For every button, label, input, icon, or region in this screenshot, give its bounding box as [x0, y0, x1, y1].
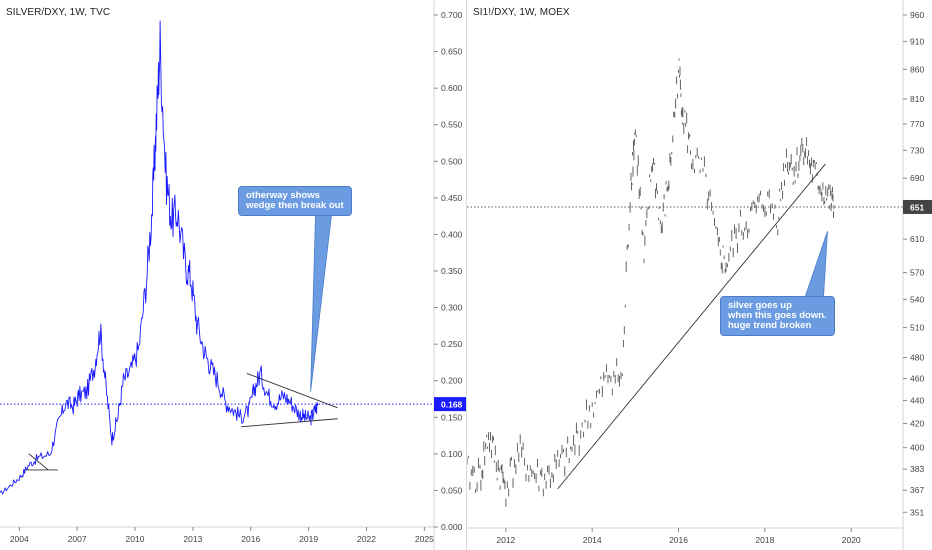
annotation-line: huge trend broken: [728, 320, 812, 331]
y-tick-label: 570: [910, 268, 924, 278]
right-chart-title: SI1!/DXY, 1W, MOEX: [473, 7, 570, 18]
y-tick-label: 0.400: [441, 229, 463, 239]
y-tick-label: 0.200: [441, 376, 463, 386]
y-tick-label: 440: [910, 396, 924, 406]
y-tick-label: 0.650: [441, 47, 463, 57]
y-tick-label: 0.100: [441, 449, 463, 459]
y-tick-label: 0.250: [441, 339, 463, 349]
x-tick-label: 2018: [755, 535, 774, 545]
price-series-line[interactable]: [0, 20, 319, 495]
wedge-annotation-callout: otherway shows wedge then break out: [238, 186, 352, 216]
last-price-label: 0.168: [441, 400, 463, 410]
x-tick-label: 2014: [583, 535, 602, 545]
y-tick-label: 0.350: [441, 266, 463, 276]
trendline[interactable]: [557, 163, 826, 490]
y-tick-label: 0.550: [441, 120, 463, 130]
y-tick-label: 960: [910, 10, 924, 20]
y-tick-label: 540: [910, 294, 924, 304]
y-tick-label: 420: [910, 419, 924, 429]
y-tick-label: 810: [910, 94, 924, 104]
y-tick-label: 770: [910, 119, 924, 129]
y-tick-label: 480: [910, 353, 924, 363]
last-price-tag: [434, 397, 466, 412]
trendline[interactable]: [246, 372, 338, 409]
y-tick-label: 510: [910, 323, 924, 333]
x-tick-label: 2007: [68, 534, 87, 544]
y-tick-label: 0.150: [441, 412, 463, 422]
y-tick-label: 0.000: [441, 522, 463, 532]
x-tick-label: 2022: [357, 534, 376, 544]
y-tick-label: 0.300: [441, 303, 463, 313]
y-tick-label: 860: [910, 64, 924, 74]
panel-divider[interactable]: [466, 0, 467, 550]
y-tick-label: 690: [910, 173, 924, 183]
x-tick-label: 2012: [496, 535, 515, 545]
annotation-line: otherway shows: [246, 190, 320, 201]
y-tick-label: 730: [910, 145, 924, 155]
y-tick-label: 0.700: [441, 10, 463, 20]
x-tick-label: 2004: [10, 534, 29, 544]
y-tick-label: 610: [910, 234, 924, 244]
left-chart-svg[interactable]: 0.700 0.650 0.600 0.550 0.500 0.450 0.400 0.350…: [0, 0, 466, 550]
trendline[interactable]: [241, 418, 338, 428]
trend-annotation-callout: silver goes up when this goes down. huge…: [720, 296, 835, 336]
x-tick-label: 2016: [669, 535, 688, 545]
x-tick-label: 2019: [299, 534, 318, 544]
x-tick-label: 2025: [415, 534, 434, 544]
annotation-line: wedge then break out: [246, 200, 344, 211]
x-tick-label: 2010: [126, 534, 145, 544]
x-tick-label: 2016: [241, 534, 260, 544]
y-tick-label: 0.500: [441, 156, 463, 166]
y-tick-label: 0.050: [441, 485, 463, 495]
left-chart-title: SILVER/DXY, 1W, TVC: [6, 7, 111, 18]
right-chart-svg[interactable]: 960 910 860 810 770 730 690 610 570 540 510 480 460 4…: [467, 0, 932, 550]
annotation-line: when this goes down.: [728, 310, 827, 321]
y-tick-label: 0.600: [441, 83, 463, 93]
last-price-label: 651: [910, 202, 924, 212]
y-tick-label: 460: [910, 374, 924, 384]
right-chart-panel: 960 910 860 810 770 730 690 610 570 540 510 480 460 4…: [467, 0, 932, 550]
left-chart-panel: 0.700 0.650 0.600 0.550 0.500 0.450 0.400 0.350…: [0, 0, 466, 550]
trendline[interactable]: [28, 453, 49, 471]
y-tick-label: 400: [910, 443, 924, 453]
annotation-pointer: [804, 230, 828, 298]
x-tick-label: 2013: [183, 534, 202, 544]
annotation-line: silver goes up: [728, 300, 792, 311]
y-tick-label: 367: [910, 485, 924, 495]
price-series-bars[interactable]: [467, 58, 835, 507]
last-price-tag: [903, 199, 932, 214]
y-tick-label: 910: [910, 36, 924, 46]
y-tick-label: 0.450: [441, 193, 463, 203]
y-tick-label: 383: [910, 464, 924, 474]
x-tick-label: 2020: [842, 535, 861, 545]
annotation-pointer: [310, 214, 332, 392]
y-tick-label: 351: [910, 507, 924, 517]
